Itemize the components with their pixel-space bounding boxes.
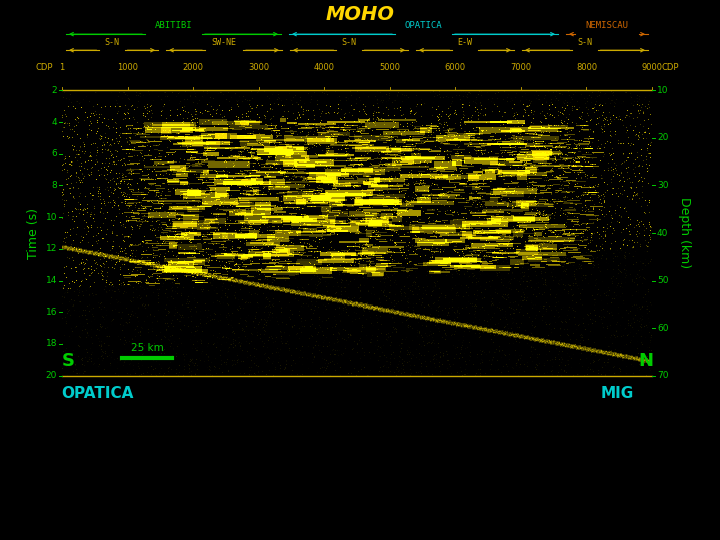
Text: 25 km: 25 km xyxy=(130,342,163,353)
Text: gm/cc).  This seismic discontinuity is found virtually everywhere in the world, : gm/cc). This seismic discontinuity is fo… xyxy=(81,478,639,491)
Text: 40: 40 xyxy=(657,228,668,238)
Text: MOHO: MOHO xyxy=(325,4,395,24)
Text: 8: 8 xyxy=(51,181,57,190)
Text: S: S xyxy=(61,352,74,369)
Text: Depth (km): Depth (km) xyxy=(678,198,690,268)
Text: 18: 18 xyxy=(45,340,57,348)
Text: 14: 14 xyxy=(45,276,57,285)
Text: ABITIBI: ABITIBI xyxy=(155,21,192,30)
Text: CDP: CDP xyxy=(35,63,53,72)
Text: 9000: 9000 xyxy=(642,63,662,72)
Text: 4: 4 xyxy=(51,118,57,126)
Text: 10: 10 xyxy=(45,213,57,222)
Text: 70: 70 xyxy=(657,371,668,380)
Text: 10: 10 xyxy=(657,86,668,95)
Text: NEMISCAU: NEMISCAU xyxy=(585,21,629,30)
Text: 16: 16 xyxy=(45,308,57,317)
Text: 2000: 2000 xyxy=(183,63,204,72)
Text: SW-NE: SW-NE xyxy=(212,38,236,47)
Text: OPATICA: OPATICA xyxy=(405,21,442,30)
Text: 7000: 7000 xyxy=(510,63,531,72)
Text: 60: 60 xyxy=(657,323,668,333)
Text: 3000: 3000 xyxy=(248,63,269,72)
Text: 30: 30 xyxy=(657,181,668,190)
Text: 20: 20 xyxy=(657,133,668,143)
Text: N: N xyxy=(639,352,654,369)
Text: The base of the crust is defined by the: The base of the crust is defined by the xyxy=(119,442,370,455)
Text: OPATICA: OPATICA xyxy=(60,386,133,401)
Text: E-W: E-W xyxy=(457,38,472,47)
Text: 50: 50 xyxy=(657,276,668,285)
Text: S-N: S-N xyxy=(104,38,120,47)
Text: CDP: CDP xyxy=(661,63,679,72)
Text: 4000: 4000 xyxy=(314,63,335,72)
Text: 6000: 6000 xyxy=(445,63,466,72)
Text: S-N: S-N xyxy=(341,38,356,47)
Text: Mohorovicic Discontinuity: Mohorovicic Discontinuity xyxy=(321,442,509,455)
Text: S-N: S-N xyxy=(577,38,593,47)
Text: 12: 12 xyxy=(45,245,57,253)
Text: MIG: MIG xyxy=(600,386,634,401)
Text: 1: 1 xyxy=(59,63,65,72)
Text: 8000: 8000 xyxy=(576,63,597,72)
Text: 6: 6 xyxy=(51,149,57,158)
Text: (MOHO) at which there is an: (MOHO) at which there is an xyxy=(459,442,651,455)
Text: 2: 2 xyxy=(51,86,57,95)
Text: increase in seismic velocity (Vp = 6.5 --> 8+ km/sec) and, by inference, density: increase in seismic velocity (Vp = 6.5 -… xyxy=(46,461,674,474)
Text: Time (s): Time (s) xyxy=(27,207,40,259)
Text: exceptions of mid-ocean ridges and hotspots, and is very thin (~1km).: exceptions of mid-ocean ridges and hotsp… xyxy=(134,496,586,509)
Text: 20: 20 xyxy=(45,371,57,380)
Text: 5000: 5000 xyxy=(379,63,400,72)
Text: 1000: 1000 xyxy=(117,63,138,72)
